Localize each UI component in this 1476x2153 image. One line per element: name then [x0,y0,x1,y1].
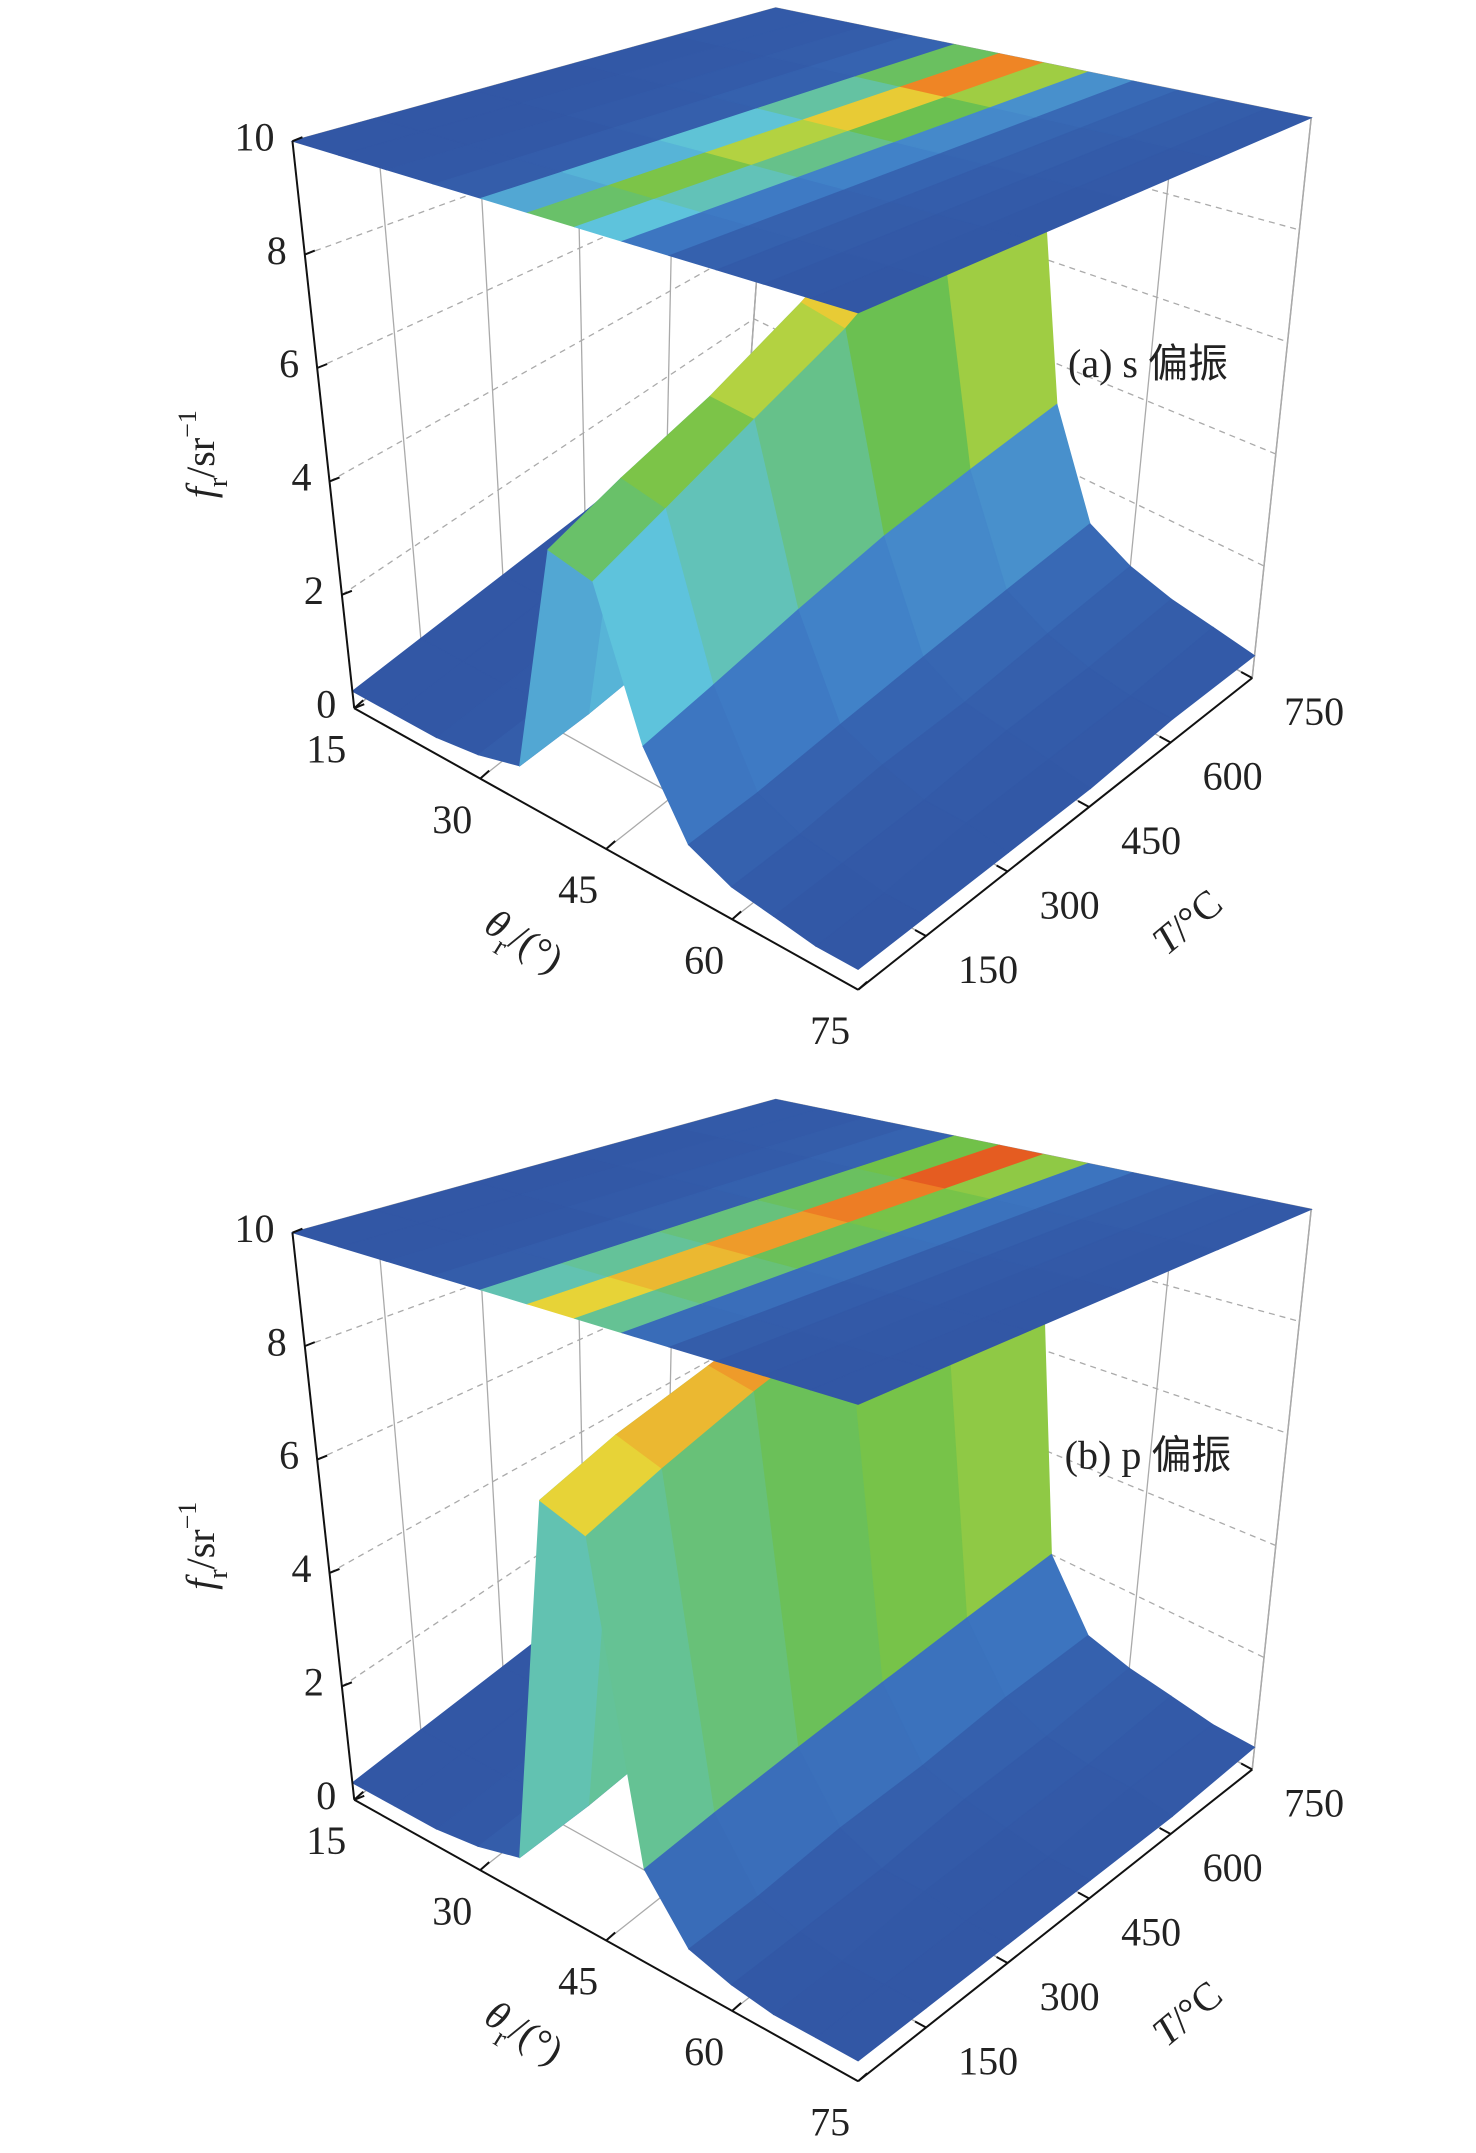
x-axis-label: θr/(°) [472,900,572,991]
x-tick-label: 15 [306,726,346,771]
y-tick [1077,800,1090,808]
y-tick-label: 450 [1121,818,1181,863]
x-tick [353,699,364,709]
y-tick [996,864,1009,873]
z-tick [304,249,316,256]
axis-line [857,1768,1253,2083]
y-tick [996,1956,1009,1964]
x-tick [605,1931,616,1942]
z-tick-label: 6 [279,1433,299,1478]
z-tick-label: 4 [292,455,312,500]
z-axis-label: fr/sr−1 [173,410,233,498]
z-tick-label: 2 [304,568,324,613]
y-tick [914,929,927,937]
z-axis-label-part: /sr [178,438,223,478]
z-tick [316,1454,328,1461]
y-tick-label: 450 [1121,1910,1181,1955]
z-tick [341,589,353,596]
y-tick-label: 300 [1040,883,1100,928]
x-tick [857,2072,868,2082]
z-tick-label: 6 [279,341,299,386]
axis-line [291,1232,356,1800]
z-axis-label-part: −1 [173,1502,202,1530]
y-axis-label: T/°C [1144,880,1231,963]
y-tick-label: 150 [958,947,1018,992]
x-tick [605,840,616,850]
x-tick [731,910,742,921]
y-tick-label: 750 [1284,689,1344,734]
y-tick [1159,735,1172,744]
z-axis-label-part: /sr [178,1529,223,1569]
y-tick-label: 600 [1203,754,1263,799]
x-tick-label: 75 [810,1008,850,1053]
x-tick [479,769,490,780]
z-axis-label-part: r [203,477,234,487]
z-tick-label: 8 [267,228,287,273]
x-axis-label-part: /(°) [502,915,571,982]
z-tick [341,1681,353,1688]
z-tick [329,476,340,483]
y-tick [1240,671,1253,679]
z-tick-label: 10 [234,114,274,159]
y-tick [1159,1827,1172,1835]
x-tick [479,1861,490,1871]
z-tick [292,1227,303,1234]
z-tick-label: 0 [316,681,336,726]
z-tick [316,363,328,369]
z-tick-label: 10 [234,1206,274,1251]
x-axis-label-part: /(°) [502,2007,571,2074]
x-tick-label: 30 [432,1888,472,1933]
grid-line [316,1254,1288,1461]
x-tick-label: 75 [810,2099,850,2144]
surface-cell [815,892,928,970]
z-tick [304,1341,316,1348]
z-tick-label: 4 [292,1546,312,1591]
y-tick-label: 600 [1203,1845,1263,1890]
x-tick [731,2002,742,2012]
z-axis-label-part: r [203,1569,234,1579]
z-tick [292,136,303,143]
grid-line [316,162,1288,369]
y-tick [1077,1891,1090,1900]
y-tick [914,2020,927,2029]
x-tick-label: 45 [558,1959,598,2004]
top-projection-cell [1170,1199,1313,1251]
x-tick [353,1791,364,1801]
y-tick-label: 300 [1040,1974,1100,2019]
x-tick [857,980,868,991]
annotation: (b) p 偏振 [1065,1432,1232,1477]
y-tick [1240,1762,1253,1771]
z-tick-label: 2 [304,1660,324,1705]
y-tick-label: 750 [1284,1781,1344,1826]
surface-chart: 02468101530456075150300450600750fr/sr−1θ… [173,7,1344,1053]
x-tick-label: 30 [432,797,472,842]
x-tick-label: 45 [558,867,598,912]
annotation: (a) s 偏振 [1068,341,1228,386]
z-tick [329,1568,340,1574]
z-tick-label: 0 [316,1773,336,1818]
axis-line [291,141,356,709]
z-axis-label: fr/sr−1 [173,1502,233,1590]
y-axis-label: T/°C [1144,1972,1231,2055]
y-tick-label: 150 [958,2039,1018,2084]
axis-line [857,677,1253,991]
z-axis-label-part: −1 [173,410,202,438]
surface-chart: 02468101530456075150300450600750fr/sr−1θ… [173,1098,1344,2144]
x-tick-label: 60 [684,938,724,983]
z-tick-label: 8 [267,1319,287,1364]
x-axis-label: θr/(°) [472,1991,572,2082]
x-tick-label: 60 [684,2029,724,2074]
surface-cell [815,1984,928,2062]
top-projection-cell [1170,108,1313,159]
x-tick-label: 15 [306,1818,346,1863]
